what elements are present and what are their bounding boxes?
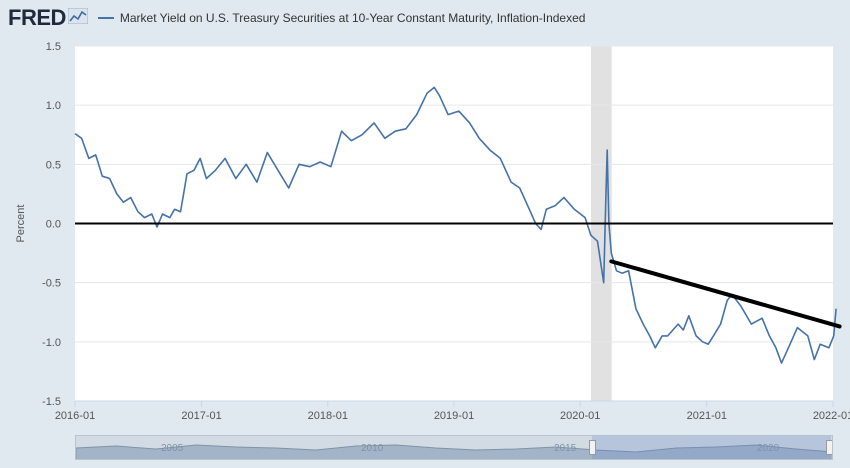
trend-annotation-line bbox=[609, 259, 842, 329]
x-tick-label: 2016-01 bbox=[55, 410, 95, 422]
navigator-label: 2015 bbox=[554, 443, 577, 454]
series-line bbox=[74, 86, 837, 364]
x-tick-label: 2022-01 bbox=[813, 410, 850, 422]
y-tick-label: 0.5 bbox=[46, 159, 61, 171]
x-tick-label: 2017-01 bbox=[181, 410, 221, 422]
x-tick-label: 2019-01 bbox=[434, 410, 474, 422]
y-tick-label: -1.5 bbox=[42, 396, 61, 408]
x-tick-label: 2020-01 bbox=[560, 410, 600, 422]
chart-header: FRED Market Yield on U.S. Treasury Secur… bbox=[8, 5, 586, 30]
x-tick-label: 2018-01 bbox=[308, 410, 348, 422]
navigator-label: 2005 bbox=[161, 443, 184, 454]
y-tick-label: 1.5 bbox=[46, 41, 61, 53]
legend-label[interactable]: Market Yield on U.S. Treasury Securities… bbox=[119, 11, 586, 25]
navigator-sparkline bbox=[76, 444, 832, 459]
range-navigator[interactable]: 2005 2010 2015 2020 bbox=[75, 435, 833, 460]
navigator-left-handle[interactable] bbox=[589, 440, 596, 455]
fred-logo[interactable]: FRED bbox=[8, 5, 66, 30]
navigator-label: 2010 bbox=[361, 443, 384, 454]
legend-swatch bbox=[97, 17, 114, 19]
navigator-label: 2020 bbox=[757, 443, 780, 454]
y-tick-label: -0.5 bbox=[42, 278, 61, 290]
chart-area[interactable]: 1.5 1.0 0.5 0.0 -0.5 -1.0 -1.5 2016-01 2017-01 20… bbox=[0, 0, 850, 430]
y-tick-label: 1.0 bbox=[46, 100, 61, 112]
y-tick-label: -1.0 bbox=[42, 337, 61, 349]
y-tick-label: 0.0 bbox=[46, 219, 61, 231]
y-axis-title: Percent bbox=[15, 205, 27, 243]
navigator-right-handle[interactable] bbox=[826, 440, 832, 455]
navigator-window[interactable] bbox=[592, 436, 831, 459]
x-tick-label: 2021-01 bbox=[687, 410, 727, 422]
